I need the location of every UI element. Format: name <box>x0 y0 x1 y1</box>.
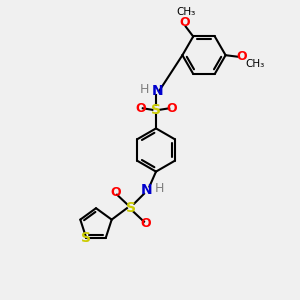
Text: CH₃: CH₃ <box>245 59 264 69</box>
Text: H: H <box>140 83 149 96</box>
Text: methoxy: methoxy <box>189 11 195 12</box>
Text: O: O <box>166 102 177 115</box>
Text: CH₃: CH₃ <box>176 7 195 16</box>
Text: N: N <box>152 84 163 98</box>
Text: S: S <box>125 201 136 215</box>
Text: O: O <box>140 217 151 230</box>
Text: S: S <box>81 231 91 245</box>
Text: H: H <box>155 182 164 195</box>
Text: O: O <box>236 50 247 63</box>
Text: S: S <box>151 103 161 117</box>
Text: O: O <box>135 102 146 115</box>
Text: O: O <box>110 186 121 199</box>
Text: O: O <box>179 16 190 29</box>
Text: N: N <box>141 183 153 197</box>
